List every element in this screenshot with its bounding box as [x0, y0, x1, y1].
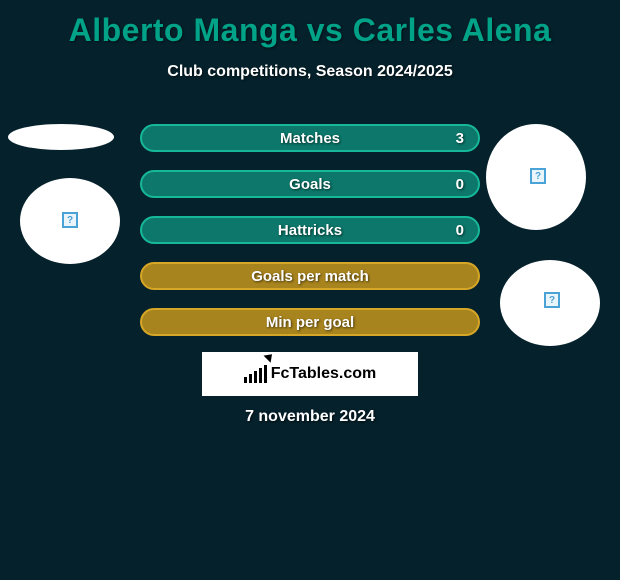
stat-row-hattricks: Hattricks 0: [140, 216, 480, 244]
footer-logo-box: FcTables.com: [202, 352, 418, 396]
stat-row-matches: Matches 3: [140, 124, 480, 152]
fctables-arrow-icon: [263, 351, 275, 363]
stat-row-goals: Goals 0: [140, 170, 480, 198]
stat-label: Matches: [280, 130, 340, 147]
stat-label: Min per goal: [266, 314, 354, 331]
footer-logo-text: FcTables.com: [271, 365, 377, 383]
stat-value: 0: [456, 222, 464, 239]
page-title: Alberto Manga vs Carles Alena: [0, 0, 620, 49]
stat-label: Hattricks: [278, 222, 342, 239]
stat-value: 0: [456, 176, 464, 193]
stat-label: Goals per match: [251, 268, 369, 285]
image-missing-icon: ?: [530, 168, 546, 184]
stats-list: Matches 3 Goals 0 Hattricks 0 Goals per …: [140, 124, 480, 354]
image-missing-icon: ?: [544, 292, 560, 308]
stat-label: Goals: [289, 176, 331, 193]
fctables-bars-icon: [244, 365, 267, 383]
stat-value: 3: [456, 130, 464, 147]
stat-row-goals-per-match: Goals per match: [140, 262, 480, 290]
avatar-placeholder: [8, 124, 114, 150]
stat-row-min-per-goal: Min per goal: [140, 308, 480, 336]
date-label: 7 november 2024: [0, 408, 620, 426]
image-missing-icon: ?: [62, 212, 78, 228]
subtitle: Club competitions, Season 2024/2025: [0, 63, 620, 81]
